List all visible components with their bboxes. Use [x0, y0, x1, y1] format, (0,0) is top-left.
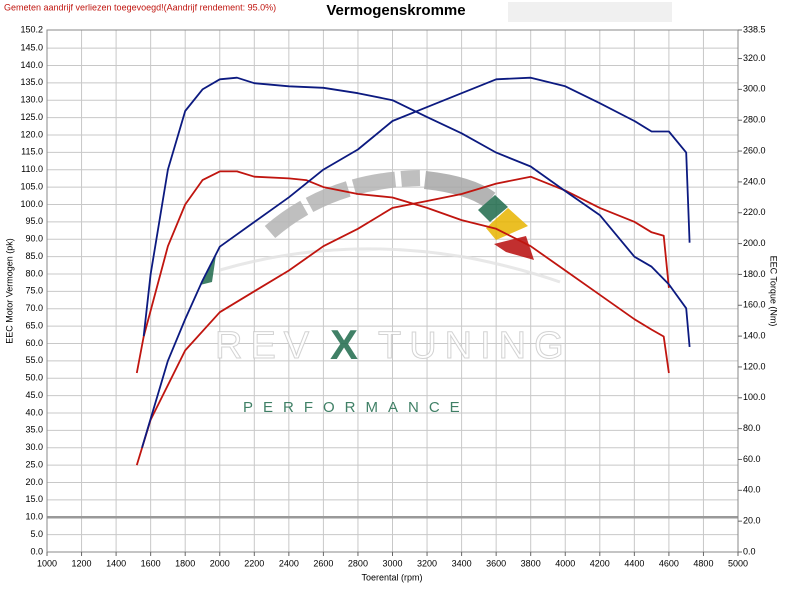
chart-title: Vermogenskromme	[326, 2, 465, 19]
header-box	[508, 2, 672, 22]
y-tick-label: 45.0	[25, 390, 43, 400]
y-tick-label: 55.0	[25, 355, 43, 365]
y2-tick-label: 100.0	[743, 392, 766, 402]
y-tick-label: 70.0	[25, 303, 43, 313]
y2-tick-label: 0.0	[743, 546, 756, 556]
x-tick-label: 4800	[693, 558, 713, 568]
y-tick-label: 0.0	[30, 546, 43, 556]
y-tick-label: 110.0	[21, 164, 43, 174]
y2-tick-label: 40.0	[743, 485, 761, 495]
x-tick-label: 3600	[486, 558, 506, 568]
y-tick-label: 15.0	[25, 494, 43, 504]
y-tick-label: 75.0	[25, 286, 43, 296]
note: Gemeten aandrijf verliezen toegevoegd!(A…	[4, 2, 276, 12]
x-tick-label: 1600	[141, 558, 161, 568]
y-tick-label: 60.0	[25, 338, 43, 348]
x-tick-label: 4200	[590, 558, 610, 568]
series-line	[135, 170, 670, 374]
x-tick-label: 3800	[521, 558, 541, 568]
y-tick-label: 80.0	[25, 268, 43, 278]
y-tick-label: 90.0	[25, 234, 43, 244]
y2-tick-label: 260.0	[743, 145, 766, 155]
y2-tick-label: 80.0	[743, 423, 761, 433]
y-tick-label: 145.0	[20, 42, 43, 52]
y-tick-label: 130.0	[20, 95, 43, 105]
y2-tick-label: 338.5	[743, 24, 766, 34]
y-tick-label: 5.0	[30, 529, 43, 539]
y-tick-label: 25.0	[25, 459, 43, 469]
y-tick-label: 105.0	[20, 181, 43, 191]
x-tick-label: 2800	[348, 558, 368, 568]
y-tick-label: 40.0	[25, 407, 43, 417]
x-tick-label: 3000	[382, 558, 402, 568]
brand-text: REV	[215, 325, 317, 367]
y2-tick-label: 20.0	[743, 516, 761, 526]
y-tick-label: 35.0	[25, 425, 43, 435]
y-tick-label: 140.0	[20, 60, 43, 70]
tagline: PERFORMANCE	[243, 399, 470, 416]
y2-tick-label: 180.0	[743, 269, 766, 279]
x-tick-label: 1400	[106, 558, 126, 568]
x-tick-label: 3400	[452, 558, 472, 568]
gauge-arc	[264, 170, 421, 239]
x-tick-label: 4400	[624, 558, 644, 568]
y-tick-label: 65.0	[25, 320, 43, 330]
y2-axis-label: EEC Torque (Nm)	[769, 256, 779, 327]
x-tick-label: 2200	[244, 558, 264, 568]
y2-tick-label: 320.0	[743, 53, 766, 63]
gauge-segment	[478, 195, 508, 222]
y-tick-label: 20.0	[25, 477, 43, 487]
x-tick-label: 4000	[555, 558, 575, 568]
x-tick-label: 4600	[659, 558, 679, 568]
x-tick-label: 3200	[417, 558, 437, 568]
series-line	[142, 76, 691, 347]
x-tick-label: 1800	[175, 558, 195, 568]
y-tick-label: 10.0	[25, 512, 43, 522]
x-tick-label: 2600	[313, 558, 333, 568]
gauge-arc	[423, 171, 496, 208]
y-tick-label: 50.0	[25, 373, 43, 383]
x-axis-label: Toerental (rpm)	[361, 572, 422, 582]
y2-tick-label: 60.0	[743, 454, 761, 464]
y-tick-label: 150.2	[20, 24, 43, 34]
y2-tick-label: 280.0	[743, 115, 766, 125]
x-tick-label: 5000	[728, 558, 748, 568]
y2-tick-label: 120.0	[743, 361, 766, 371]
y-tick-label: 95.0	[25, 216, 43, 226]
y2-tick-label: 140.0	[743, 330, 766, 340]
y-tick-label: 125.0	[20, 112, 43, 122]
y2-tick-label: 240.0	[743, 176, 766, 186]
brand-text: TUNING	[378, 325, 572, 367]
car-outline	[219, 247, 561, 284]
y2-tick-label: 160.0	[743, 300, 766, 310]
y-axis-label: EEC Motor Vermogen (pk)	[4, 238, 14, 344]
y-tick-label: 85.0	[25, 251, 43, 261]
brand-x: X	[330, 321, 358, 368]
series-line	[135, 175, 670, 466]
watermark: REV X TUNING PERFORMANCE	[200, 170, 572, 416]
x-tick-label: 2400	[279, 558, 299, 568]
series-line	[141, 76, 691, 449]
x-tick-label: 2000	[210, 558, 230, 568]
x-tick-label: 1000	[37, 558, 57, 568]
x-tick-label: 1200	[72, 558, 92, 568]
y2-tick-label: 220.0	[743, 207, 766, 217]
y-tick-label: 30.0	[25, 442, 43, 452]
y2-tick-label: 300.0	[743, 84, 766, 94]
grid	[46, 29, 739, 553]
y-tick-label: 135.0	[20, 77, 43, 87]
y-tick-label: 120.0	[20, 129, 43, 139]
series-group	[135, 76, 691, 466]
y-tick-label: 115.0	[21, 147, 43, 157]
y-tick-label: 100.0	[20, 199, 43, 209]
y2-tick-label: 200.0	[743, 238, 766, 248]
gauge-segment	[486, 208, 528, 240]
